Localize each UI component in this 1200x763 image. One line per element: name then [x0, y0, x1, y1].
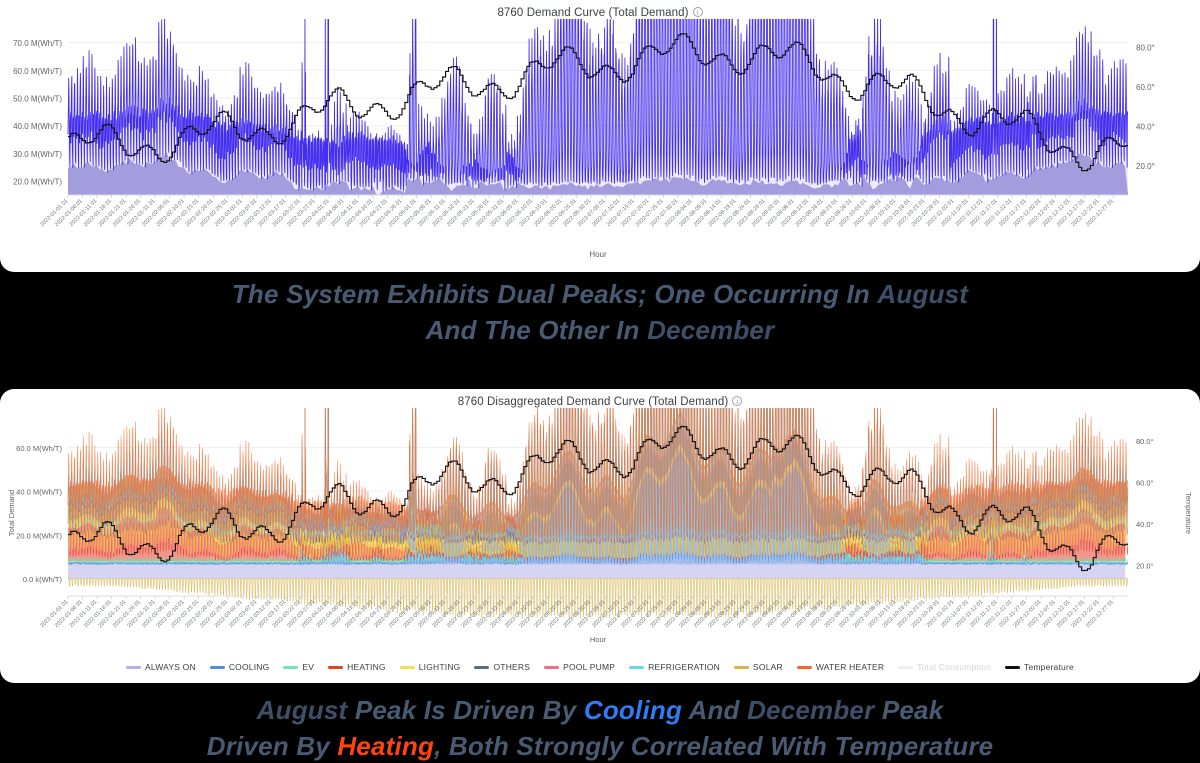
chart1-title: 8760 Demand Curve (Total Demand)	[497, 7, 689, 19]
legend-item-total-consumption[interactable]: Total Consumption	[898, 662, 991, 672]
chart2-y-left-title: Total Demand	[7, 490, 16, 536]
chart1-y-left-tick: 40.0 M(Wh/T)	[13, 122, 62, 131]
caption1-line1-text: The System Exhibits Dual Peaks; One Occu…	[231, 279, 878, 309]
chart2-y-right-tick: 20.0°	[1136, 561, 1154, 570]
chart2-y-left-tick: 20.0 M(Wh/T)	[16, 531, 62, 540]
legend-label: ALWAYS ON	[145, 662, 196, 672]
legend-label: EV	[302, 662, 315, 672]
caption2-line2: Driven By Heating, Both Strongly Correla…	[0, 728, 1200, 763]
caption1-august: August	[877, 279, 969, 309]
chart2-y-right-tick: 60.0°	[1136, 478, 1154, 487]
chart2-title: 8760 Disaggregated Demand Curve (Total D…	[457, 396, 729, 408]
legend-item-solar[interactable]: SOLAR	[734, 662, 783, 672]
legend-swatch-icon	[1005, 665, 1021, 669]
legend-item-temperature[interactable]: Temperature	[1005, 662, 1074, 672]
legend-label: WATER HEATER	[815, 662, 885, 672]
chart1-y-right-tick: 40.0°	[1136, 122, 1155, 131]
caption1-line1: The System Exhibits Dual Peaks; One Occu…	[0, 276, 1200, 312]
legend-label: LIGHTING	[418, 662, 461, 672]
caption1-line2-text: And The Other In	[425, 315, 648, 345]
caption2-line1: August Peak Is Driven By Cooling And Dec…	[0, 692, 1200, 728]
legend-swatch-icon	[399, 665, 415, 669]
chart2-y-right-tick: 80.0°	[1136, 437, 1154, 446]
legend-swatch-icon	[474, 665, 490, 669]
legend-label: OTHERS	[493, 662, 531, 672]
legend-label: POOL PUMP	[563, 662, 616, 672]
legend-label: HEATING	[347, 662, 386, 672]
caption2-line1-f: Peak	[874, 695, 944, 725]
chart1-y-left-tick: 30.0 M(Wh/T)	[13, 150, 62, 159]
info-icon[interactable]: i	[692, 7, 703, 17]
caption2-line2-c: , Both Strongly Correlated With Temperat…	[434, 731, 994, 761]
legend-item-lighting[interactable]: LIGHTING	[399, 662, 461, 672]
chart2-plot-area: 60.0 M(Wh/T) 40.0 M(Wh/T) 20.0 M(Wh/T) 0.0 …	[0, 408, 1200, 653]
demand-curve-card: 8760 Demand Curve (Total Demand) i 70.0 M…	[0, 0, 1200, 272]
caption2-december: December	[747, 695, 875, 725]
disaggregated-demand-card: 8760 Disaggregated Demand Curve (Total D…	[0, 389, 1200, 683]
legend-item-cooling[interactable]: COOLING	[209, 662, 270, 672]
chart1-y-left-tick: 20.0 M(Wh/T)	[13, 178, 62, 187]
legend-item-heating[interactable]: HEATING	[328, 662, 386, 672]
caption-dual-peaks: The System Exhibits Dual Peaks; One Occu…	[0, 276, 1200, 348]
legend-swatch-icon	[734, 665, 750, 669]
caption2-cooling: Cooling	[583, 695, 683, 725]
legend-item-ev[interactable]: EV	[283, 662, 314, 672]
chart1-y-left-tick: 70.0 M(Wh/T)	[13, 39, 62, 48]
caption1-december: December	[647, 315, 775, 345]
chart1-y-left-tick: 60.0 M(Wh/T)	[13, 67, 62, 76]
chart2-y-left-tick: 0.0 k(Wh/T)	[23, 575, 63, 584]
legend-item-water-heater[interactable]: WATER HEATER	[796, 662, 885, 672]
chart1-svg: 70.0 M(Wh/T) 60.0 M(Wh/T) 50.0 M(Wh/T) 40.0…	[13, 19, 1155, 259]
legend-label: Temperature	[1024, 662, 1074, 672]
chart1-title-row: 8760 Demand Curve (Total Demand) i	[0, 0, 1200, 19]
chart1-y-right-tick: 80.0°	[1136, 43, 1155, 52]
chart1-plot-area: 70.0 M(Wh/T) 60.0 M(Wh/T) 50.0 M(Wh/T) 40.0…	[0, 19, 1200, 264]
legend-item-refrigeration[interactable]: REFRIGERATION	[629, 662, 720, 672]
legend-swatch-icon	[328, 665, 344, 669]
legend-swatch-icon	[544, 665, 560, 669]
legend-label: COOLING	[228, 662, 270, 672]
caption2-line1-d: And	[682, 695, 748, 725]
chart2-y-right-tick: 40.0°	[1136, 520, 1154, 529]
chart2-x-axis-label: Hour	[590, 635, 607, 644]
chart1-y-right-tick: 20.0°	[1136, 162, 1155, 171]
caption2-line1-b: Peak Is Driven By	[347, 695, 584, 725]
info-icon-2[interactable]: i	[732, 396, 743, 406]
legend-swatch-icon	[629, 665, 645, 669]
legend-label: Total Consumption	[917, 662, 992, 672]
legend-swatch-icon	[209, 665, 225, 669]
legend-label: SOLAR	[753, 662, 783, 672]
caption2-heating: Heating	[337, 731, 435, 761]
legend-item-others[interactable]: OTHERS	[474, 662, 530, 672]
chart2-title-row: 8760 Disaggregated Demand Curve (Total D…	[0, 389, 1200, 408]
legend-swatch-icon	[283, 665, 299, 669]
legend-label: REFRIGERATION	[648, 662, 721, 672]
chart1-y-left-tick: 50.0 M(Wh/T)	[13, 94, 62, 103]
legend-swatch-icon	[898, 665, 914, 669]
chart2-y-right-title: Temperature	[1184, 492, 1193, 534]
chart1-y-right-tick: 60.0°	[1136, 83, 1155, 92]
caption2-august: August	[256, 695, 348, 725]
chart2-y-left-tick: 60.0 M(Wh/T)	[16, 444, 62, 453]
chart1-x-axis-label: Hour	[589, 250, 607, 259]
chart2-legend: ALWAYS ON COOLING EV HEATING LIGHTING OTHERS P…	[0, 662, 1200, 672]
caption-peak-drivers: August Peak Is Driven By Cooling And Dec…	[0, 692, 1200, 763]
chart2-svg: 60.0 M(Wh/T) 40.0 M(Wh/T) 20.0 M(Wh/T) 0.0 …	[7, 408, 1193, 644]
caption1-line2: And The Other In December	[0, 312, 1200, 348]
legend-item-pool-pump[interactable]: POOL PUMP	[544, 662, 615, 672]
legend-swatch-icon	[796, 665, 812, 669]
chart2-y-left-tick: 40.0 M(Wh/T)	[16, 488, 62, 497]
caption2-line2-a: Driven By	[206, 731, 338, 761]
legend-item-always-on[interactable]: ALWAYS ON	[126, 662, 196, 672]
legend-swatch-icon	[126, 665, 142, 669]
